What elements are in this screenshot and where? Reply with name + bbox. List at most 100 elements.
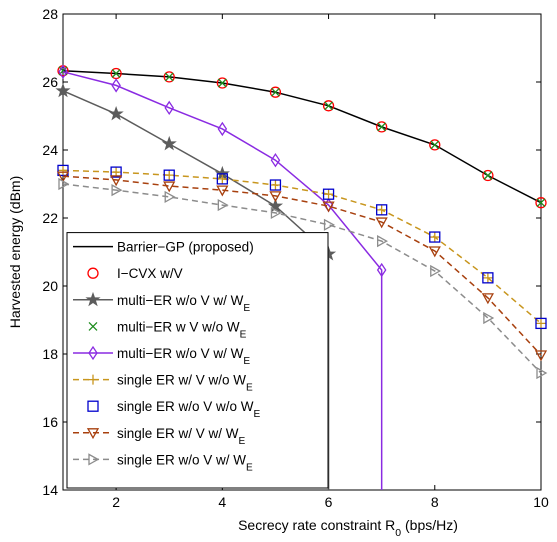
marker (217, 173, 228, 184)
legend-box (66, 232, 329, 489)
marker (58, 177, 70, 191)
marker (377, 122, 387, 132)
marker (429, 232, 440, 243)
legend-label: Barrier−GP (proposed) (117, 240, 254, 255)
marker (164, 170, 175, 181)
marker (270, 153, 281, 168)
legend-label: multi−ER w/o V w/ WE (117, 346, 250, 367)
marker (322, 188, 335, 200)
marker (267, 198, 284, 213)
marker (536, 366, 548, 380)
marker (430, 140, 440, 150)
marker (376, 204, 387, 215)
marker (481, 293, 494, 305)
marker (88, 345, 98, 361)
legend-label: multi−ER w V w/o WE (117, 319, 247, 340)
marker (88, 321, 98, 331)
series-line (62, 70, 542, 204)
marker (87, 400, 99, 412)
marker (55, 82, 71, 98)
marker (375, 217, 388, 229)
marker (535, 197, 547, 209)
series-line (62, 169, 542, 324)
x-tick-label: 2 (112, 494, 120, 510)
legend-label: multi−ER w/o V w/ WE (117, 293, 250, 314)
marker (216, 173, 228, 185)
series-line (62, 71, 383, 490)
legend-label: I−CVX w/V (117, 266, 183, 281)
marker (483, 171, 493, 180)
marker (216, 77, 228, 89)
marker (164, 100, 175, 116)
marker (110, 166, 122, 178)
marker (428, 246, 441, 258)
marker (270, 180, 281, 191)
marker (88, 374, 98, 385)
marker (323, 218, 335, 231)
marker (163, 181, 176, 193)
marker (85, 291, 101, 307)
marker (429, 231, 441, 243)
marker (57, 164, 69, 177)
marker (164, 72, 174, 82)
marker (163, 169, 175, 181)
marker (108, 105, 124, 121)
marker (534, 350, 548, 362)
marker (376, 204, 388, 216)
x-tick-label: 8 (431, 494, 439, 510)
marker (324, 101, 334, 111)
marker (58, 64, 68, 79)
marker (377, 235, 389, 248)
marker (483, 311, 495, 325)
marker (87, 267, 99, 279)
y-tick-label: 14 (42, 482, 58, 498)
x-tick-label: 4 (218, 494, 226, 510)
y-tick-label: 26 (42, 74, 58, 90)
x-tick-label: 10 (533, 494, 549, 510)
series-line (62, 183, 542, 374)
marker (323, 189, 334, 200)
marker (536, 318, 546, 329)
legend: Barrier−GP (proposed) I−CVX w/V multi−ER w… (66, 232, 329, 489)
marker (270, 87, 280, 97)
legend-label: single ER w/ V w/ WE (117, 426, 246, 447)
series-line (62, 175, 542, 356)
x-axis-label: Secrecy rate constraint R0 (bps/Hz) (238, 517, 458, 539)
marker (88, 453, 100, 466)
marker (111, 184, 123, 197)
marker (217, 198, 229, 212)
marker (111, 78, 121, 93)
marker (482, 272, 493, 283)
marker (217, 121, 228, 137)
legend-label: single ER w/o V w/ WE (117, 452, 253, 473)
marker (482, 169, 494, 182)
y-tick-label: 20 (42, 278, 58, 294)
marker (86, 428, 100, 440)
legend-label: single ER w/ V w/o WE (117, 373, 253, 394)
y-axis-label: Harvested energy (dBm) (7, 176, 23, 329)
y-tick-label: 18 (42, 346, 58, 362)
y-tick-label: 24 (42, 142, 58, 158)
marker (216, 185, 229, 197)
marker (164, 190, 176, 204)
marker (322, 100, 335, 112)
marker (482, 272, 494, 284)
y-tick-label: 16 (42, 414, 58, 430)
marker (376, 121, 388, 133)
marker (163, 71, 175, 83)
marker (56, 171, 70, 183)
marker (430, 264, 442, 278)
marker (536, 198, 546, 208)
marker (111, 69, 121, 78)
legend-label: single ER w/o V w/o WE (117, 399, 261, 420)
marker (217, 78, 227, 88)
marker (322, 201, 335, 213)
marker (269, 86, 282, 98)
marker (161, 135, 177, 151)
marker (270, 206, 282, 220)
marker (429, 139, 441, 151)
marker (269, 191, 282, 203)
marker (376, 262, 387, 278)
marker (269, 179, 282, 191)
